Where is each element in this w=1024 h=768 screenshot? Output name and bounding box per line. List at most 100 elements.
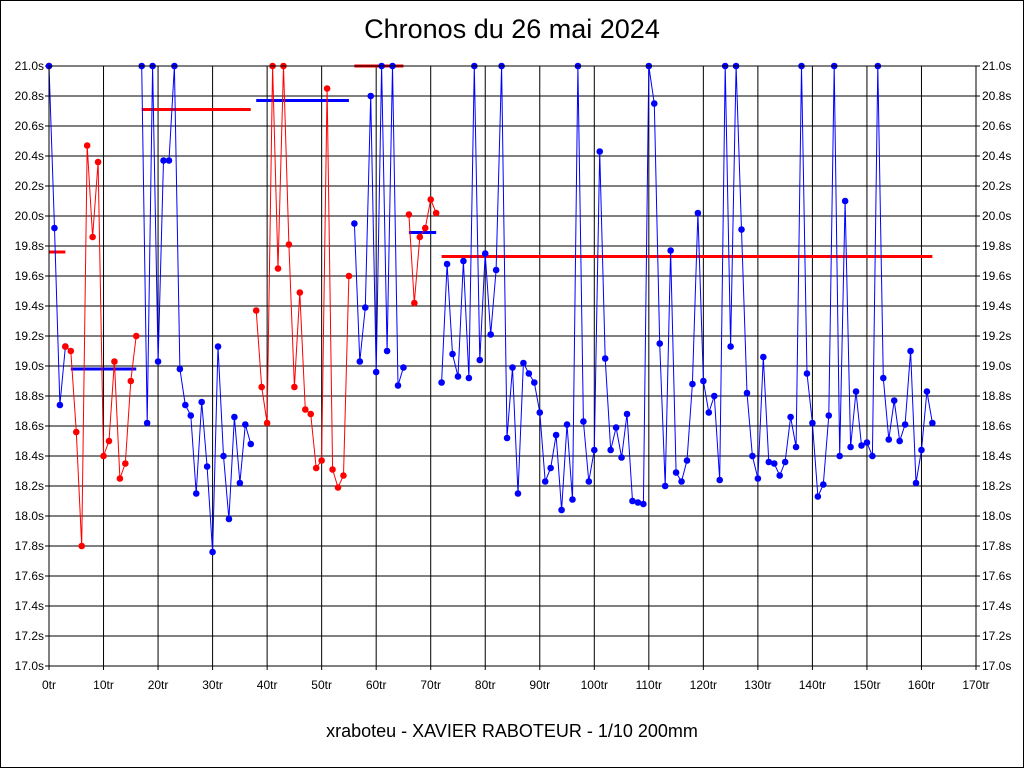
data-point [929,419,936,427]
y-tick-label-right: 18.6s [982,419,1011,433]
data-point [852,388,860,395]
y-tick-label-right: 17.2s [982,629,1011,643]
y-tick-label-left: 20.6s [15,119,44,133]
data-point [481,250,489,257]
data-point [345,272,353,280]
series-line [408,197,437,304]
data-point [192,490,200,497]
data-point [242,421,249,428]
data-point [727,343,734,350]
x-tick-label: 50tr [311,678,332,692]
data-point [258,383,265,391]
data-point [918,446,925,454]
data-point [323,85,331,92]
data-point [585,478,593,485]
data-point [94,158,102,166]
x-tick-label: 160tr [908,678,935,692]
data-point [847,443,854,451]
data-point [247,440,255,448]
data-point [912,479,920,487]
y-tick-label-left: 19.4s [15,299,44,313]
series-line [441,65,933,511]
data-point [83,142,91,149]
chart-subtitle: xraboteu - XAVIER RABOTEUR - 1/10 200mm [326,721,698,741]
y-tick-label-right: 21.0s [982,59,1011,73]
data-point [78,542,86,550]
data-point [678,478,685,485]
data-point [187,412,195,419]
data-point [705,409,713,416]
data-point [405,211,413,218]
data-point [629,497,636,505]
data-point [907,347,914,355]
data-point [443,260,451,268]
data-point [165,157,173,164]
grid-lines [48,65,977,667]
y-tick-label-left: 18.0s [15,509,44,523]
y-axis-right: 17.0s 17.2s 17.4s 17.6s 17.8s 18.0s 18.2s 18.4s… [976,59,1011,673]
data-point [738,226,745,233]
data-point [400,364,407,371]
y-tick-label-right: 19.6s [982,269,1011,283]
y-tick-label-left: 21.0s [15,59,44,73]
data-point [650,100,658,107]
x-tick-label: 100tr [581,678,608,692]
data-point [476,356,484,364]
data-point [781,458,789,466]
data-point [367,92,375,100]
data-point [411,299,418,307]
data-point [552,431,560,439]
data-point [225,515,233,523]
data-point [334,484,342,491]
x-tick-label: 20tr [148,678,169,692]
data-point [127,377,135,385]
y-tick-label-left: 17.0s [15,659,44,673]
data-point [683,457,691,464]
x-tick-label: 130tr [744,678,771,692]
y-tick-label-left: 18.2s [15,479,44,493]
data-points [45,62,936,556]
data-point [563,421,571,428]
data-point [656,340,664,347]
data-point [291,383,298,391]
data-point [612,424,620,431]
series-lines [48,65,933,553]
data-point [710,392,718,400]
data-point [700,377,707,385]
data-point [100,452,107,460]
data-point [776,472,783,479]
data-point [863,439,871,446]
data-point [89,233,96,241]
data-point [803,370,811,377]
data-point [531,379,538,386]
x-tick-label: 170tr [962,678,989,692]
data-point [132,332,140,340]
y-tick-label-left: 20.0s [15,209,44,223]
data-point [72,428,80,436]
data-point [509,364,516,371]
y-tick-label-right: 18.2s [982,479,1011,493]
y-tick-label-right: 17.4s [982,599,1011,613]
data-point [296,289,304,296]
y-tick-label-left: 18.4s [15,449,44,463]
data-point [394,382,402,389]
data-point [754,475,762,482]
y-tick-label-left: 20.8s [15,89,44,103]
data-point [465,374,473,382]
average-lines [49,64,933,371]
data-point [340,472,347,479]
y-tick-label-right: 17.0s [982,659,1011,673]
plot-border [48,65,977,667]
data-point [890,397,898,404]
data-point [454,373,462,380]
x-tick-label: 70tr [420,678,441,692]
y-tick-label-right: 18.0s [982,509,1011,523]
data-point [923,388,931,395]
data-point [182,401,189,409]
data-point [432,209,440,217]
data-point [787,413,794,421]
y-tick-label-left: 20.2s [15,179,44,193]
data-point [858,442,865,449]
x-tick-label: 30tr [202,678,223,692]
data-point [329,466,336,473]
